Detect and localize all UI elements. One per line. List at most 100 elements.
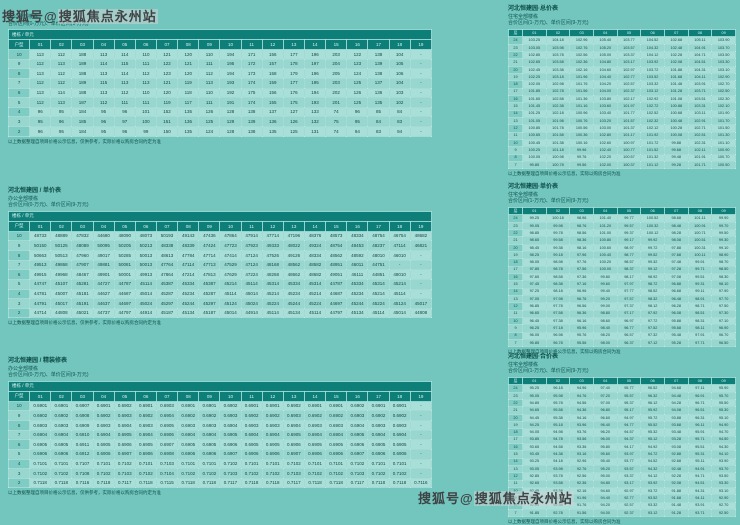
table-cell: - xyxy=(409,288,433,300)
table-cell: 94.56 xyxy=(569,399,594,408)
watermark-bottom-right: 搜狐号@搜狐焦点永州站 xyxy=(418,488,574,507)
row-label: 13 xyxy=(508,116,523,126)
table-cell: 95.28 xyxy=(663,338,689,348)
table-cell: 104.60 xyxy=(592,65,618,75)
table-cell: 96.52 xyxy=(640,384,665,393)
table-cell: 95.48 xyxy=(663,331,689,340)
table-cell: 95.68 xyxy=(663,324,689,333)
table-cell: 101.50 xyxy=(711,124,736,133)
column-header: 09 xyxy=(198,390,221,402)
column-header: 04 xyxy=(92,220,115,232)
table-cell: 103.11 xyxy=(687,109,713,119)
table-cell: 94.72 xyxy=(640,450,665,459)
table-cell: 120 xyxy=(177,49,200,60)
table-row: 12 100.85 101.78 100.56 103.00 101.37 102.12 10… xyxy=(508,124,736,133)
table-cell: 95 xyxy=(50,126,73,137)
row-label: 22 xyxy=(508,229,523,238)
table-cell: 103.90 xyxy=(711,36,736,45)
table-cell: 95.98 xyxy=(545,391,571,401)
table-cell: 92.65 xyxy=(522,479,547,489)
table-cell: 102.76 xyxy=(569,43,594,53)
table-cell: 97.71 xyxy=(687,338,713,348)
table-cell: 45187 xyxy=(155,307,179,319)
table-cell: 104.51 xyxy=(687,58,713,67)
table-row: 12 92.85 93.78 92.56 95.00 93.37 94.12 92.28 94.… xyxy=(508,472,736,481)
table-cell: 98.40 xyxy=(592,324,618,333)
table-cell: 99.60 xyxy=(592,280,618,289)
table-cell: 92.36 xyxy=(569,479,594,489)
row-label: 11 xyxy=(508,309,523,319)
row-label: 23 xyxy=(508,43,523,53)
table-cell: 99.50 xyxy=(711,229,736,238)
table-cell: 99.58 xyxy=(545,236,571,245)
table-cell: 47414 xyxy=(219,250,242,261)
table-row: 21 94.65 95.58 94.36 96.80 95.17 95.92 94.08 96.… xyxy=(508,406,736,415)
table-cell: 47960 xyxy=(71,250,94,261)
table-cell: 92.56 xyxy=(569,472,594,481)
table-cell: 102.08 xyxy=(663,58,689,67)
table-cell: 94.18 xyxy=(545,457,571,467)
table-row: 13 93.05 93.98 92.76 95.20 93.57 94.32 92.48 94.… xyxy=(508,464,736,474)
table-cell: 45024 xyxy=(240,298,263,309)
column-header: 05 xyxy=(113,390,136,402)
table-cell: 196 xyxy=(303,49,327,60)
table-cell: 94.76 xyxy=(569,391,594,401)
table-cell: 0.7118 xyxy=(261,477,284,489)
row-label: 24 xyxy=(508,384,523,393)
table-cell: 93.48 xyxy=(663,428,689,437)
column-header: 13 xyxy=(282,39,305,50)
table-cell: 102.96 xyxy=(569,36,594,45)
table-cell: 104.52 xyxy=(640,36,665,45)
table-cell: 95.80 xyxy=(592,442,618,452)
table-cell: 93.16 xyxy=(569,450,594,459)
table-cell: 46111 xyxy=(346,269,369,280)
table-cell: 0.6907 xyxy=(71,400,94,412)
table-cell: 0.6903 xyxy=(177,420,200,431)
table-cell: 84 xyxy=(367,116,390,127)
table-cell: 102.50 xyxy=(711,87,736,97)
table-cell: 44747 xyxy=(29,278,52,290)
table-cell: 45214 xyxy=(261,288,284,300)
table-cell: 93.98 xyxy=(545,464,571,474)
row-label: 19 xyxy=(508,421,523,430)
table-cell: 93.57 xyxy=(616,464,642,474)
row-label: 11 xyxy=(508,479,523,489)
table-cell: 99.38 xyxy=(545,243,571,253)
table-cell: 98.10 xyxy=(711,280,736,289)
table-cell: 0.6905 xyxy=(261,439,284,450)
table-cell: 172 xyxy=(240,58,263,70)
table-row: 10 0.6901 0.6901 0.6907 0.6901 0.6902 0.6901 0.… xyxy=(7,400,433,412)
table-cell: 156 xyxy=(261,87,284,99)
table-cell: 99 xyxy=(134,126,157,137)
table-cell: 110 xyxy=(198,49,221,60)
table-cell: 94.05 xyxy=(522,428,547,437)
table-cell: 100.65 xyxy=(522,131,547,141)
table-cell: 0.6905 xyxy=(92,439,115,450)
table-cell: 100.60 xyxy=(592,243,618,253)
table-cell: 0.6906 xyxy=(50,448,73,460)
table-cell: 96.56 xyxy=(569,302,594,311)
table-cell: 103.37 xyxy=(616,51,642,60)
table-cell: 98.57 xyxy=(616,258,642,267)
table-cell: 0.6912 xyxy=(71,448,94,460)
table-row: 8 113 112 188 113 114 112 123 120 112 194 173 158 179… xyxy=(7,68,433,79)
table-cell: 100.76 xyxy=(569,116,594,126)
table-cell: 45334 xyxy=(346,278,369,290)
table-footnote: 以上数据整理自项目价格公示信息，仅供参考，实际价格以购房合同约定为准 xyxy=(8,138,161,144)
table-cell: 94.10 xyxy=(711,450,736,459)
table-cell: 104.71 xyxy=(687,51,713,60)
table-cell: 93.85 xyxy=(522,435,547,445)
table-cell: 92.76 xyxy=(569,464,594,474)
table-cell: 0.7103 xyxy=(282,468,305,479)
table-cell: 177 xyxy=(282,49,305,60)
table-cell: 47526 xyxy=(261,250,284,261)
table-cell: 0.7101 xyxy=(50,458,73,470)
table-cell: 100.91 xyxy=(687,221,713,231)
table-cell: 45134 xyxy=(282,307,305,319)
table-cell: 119 xyxy=(177,77,200,89)
table-cell: 0.6904 xyxy=(346,420,369,431)
table-cell: 100.80 xyxy=(592,236,618,245)
table-cell: 44791 xyxy=(29,298,52,309)
table-cell: 136 xyxy=(261,116,284,127)
table-cell: 0.7101 xyxy=(177,458,200,470)
